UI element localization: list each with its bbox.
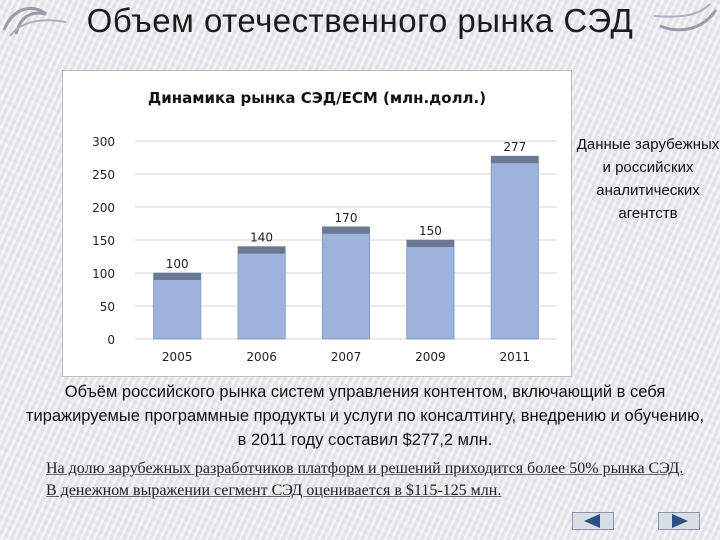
y-tick-label: 50 (100, 300, 115, 314)
bar-cap (237, 246, 286, 254)
bar-cap (406, 240, 455, 247)
y-tick-label: 100 (92, 267, 115, 281)
y-tick-label: 0 (107, 333, 115, 347)
bar (153, 272, 202, 340)
bar-cap (322, 226, 370, 234)
data-label: 277 (503, 140, 526, 154)
x-tick-label: 2006 (246, 350, 277, 364)
arrow-right-icon[interactable] (658, 512, 700, 530)
data-label: 170 (335, 211, 358, 225)
slide-title: Объем отечественного рынка СЭД (86, 2, 634, 39)
x-tick-label: 2005 (162, 350, 193, 364)
market-summary-text: Объём российского рынка систем управлени… (25, 383, 705, 449)
decorative-swirl-left (2, 6, 67, 37)
data-label: 140 (250, 231, 273, 245)
bar (406, 239, 455, 340)
decorative-swirl-right (653, 3, 718, 32)
bar-cap (153, 273, 201, 280)
y-tick-label: 200 (92, 201, 115, 215)
chart-title: Динамика рынка СЭД/ECM (млн.долл.) (148, 89, 486, 107)
bar (321, 226, 371, 340)
bar-chart: Динамика рынка СЭД/ECM (млн.долл.) 0 50 10… (92, 89, 557, 364)
bar (237, 246, 286, 340)
bar (490, 155, 539, 340)
data-label: 100 (166, 257, 189, 271)
y-tick-label: 250 (92, 168, 115, 182)
x-tick-label: 2007 (331, 350, 362, 364)
foreign-share-text: На долю зарубежных разработчиков платфор… (46, 460, 684, 499)
y-tick-label: 150 (92, 234, 115, 248)
x-tick-label: 2009 (415, 350, 446, 364)
source-note: Данные зарубежных и российских аналитиче… (576, 136, 720, 222)
arrow-left-icon[interactable] (572, 512, 614, 530)
x-tick-label: 2011 (500, 350, 531, 364)
y-tick-label: 300 (92, 135, 115, 149)
chart-container: Динамика рынка СЭД/ECM (млн.долл.) 0 50 10… (62, 70, 572, 377)
bar-cap (491, 156, 539, 164)
data-label: 150 (419, 224, 442, 238)
